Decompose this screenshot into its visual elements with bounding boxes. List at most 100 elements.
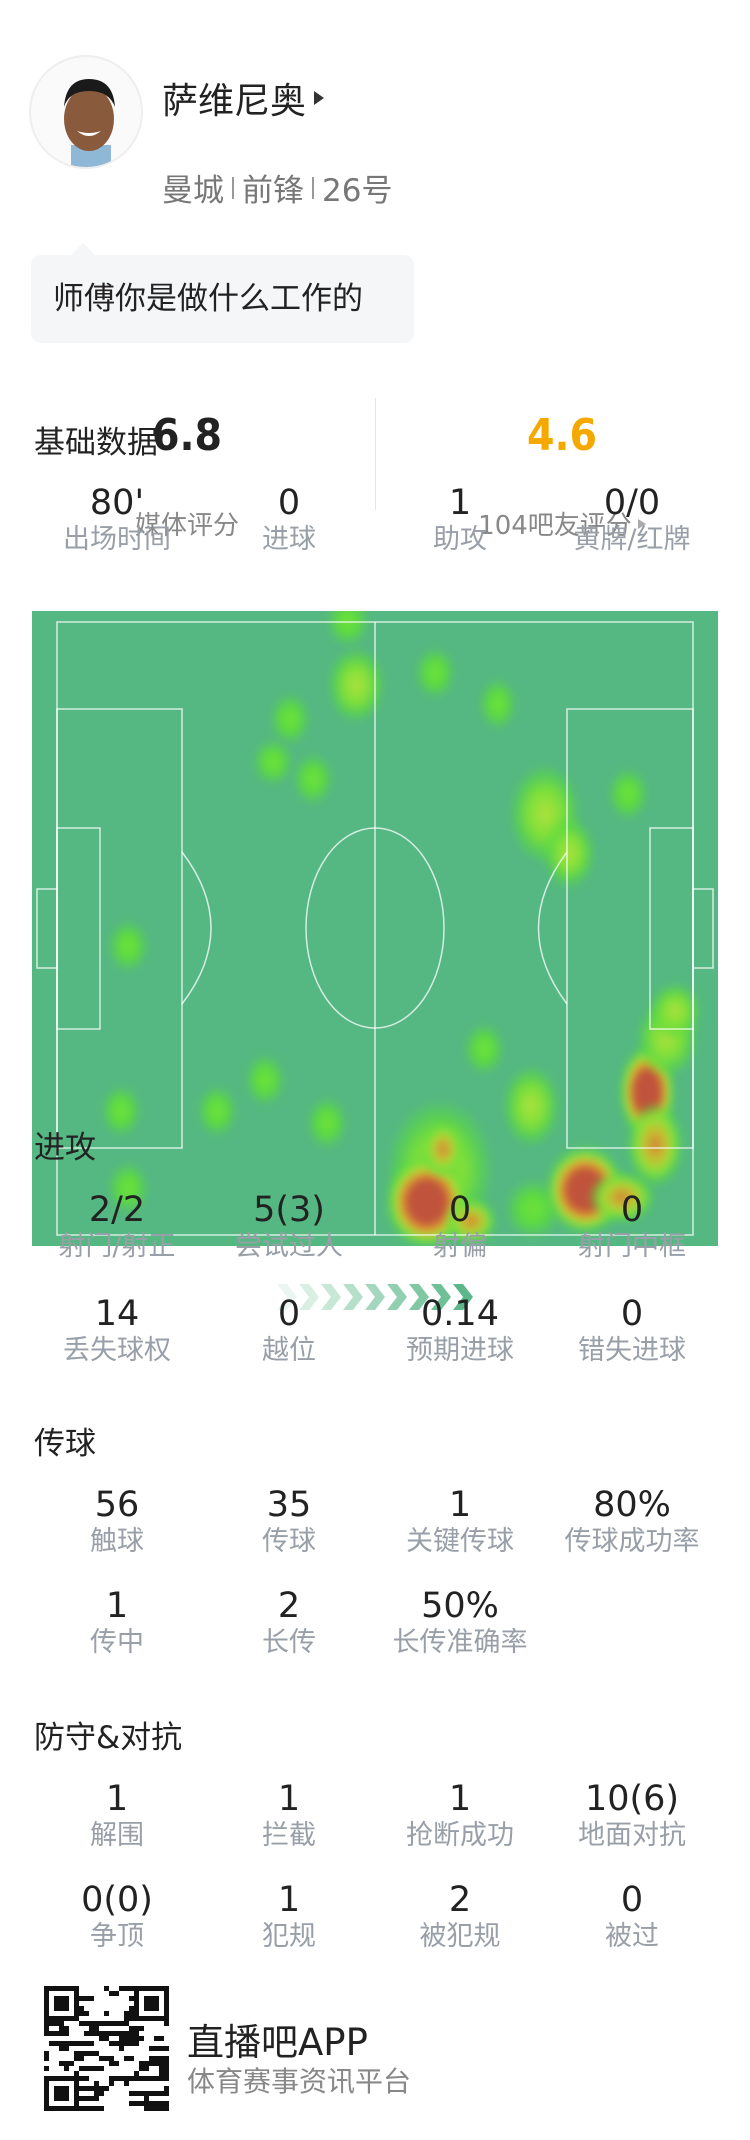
stat-item: 2/2 射门/射正 (32, 1190, 202, 1264)
media-rating: 6.8 (151, 410, 223, 461)
fan-rating-link[interactable]: 104吧友评分 (412, 505, 712, 542)
stat-item: 10(6) 地面对抗 (547, 1779, 717, 1853)
stat-label: 争顶 (90, 1921, 144, 1952)
chevron-right-icon (321, 1284, 341, 1310)
heatmap-spot (100, 1084, 142, 1138)
heatmap-spot (421, 1120, 465, 1178)
media-rating-label-text: 媒体评分 (134, 511, 239, 541)
player-name[interactable]: 萨维尼奥 (162, 72, 325, 124)
stat-item: 5(3) 尝试过人 (204, 1190, 374, 1264)
stat-item: 0.14 预期进球 (375, 1294, 545, 1368)
heatmap-spot (502, 1065, 560, 1147)
stat-value: 35 (266, 1485, 312, 1525)
stat-value: 0.14 (421, 1294, 499, 1334)
qr-code[interactable] (44, 1986, 169, 2111)
stat-item: 1 拦截 (204, 1779, 374, 1853)
stat-item: 1 助攻 (375, 483, 545, 557)
section-title-attack: 进攻 (34, 1130, 96, 1166)
media-rating-label: 媒体评分 (37, 505, 337, 542)
stat-value: 1 (448, 483, 472, 523)
stat-value: 0 (277, 483, 301, 523)
stat-item: 1 犯规 (204, 1880, 374, 1954)
heatmap-spot (463, 1022, 505, 1076)
stat-value: 0 (620, 1880, 644, 1920)
stat-item: 1 解围 (32, 1779, 202, 1853)
brand-tagline: 体育赛事资讯平台 (187, 2065, 412, 2098)
fan-rating: 4.6 (526, 410, 598, 461)
section-title-defense: 防守&对抗 (34, 1720, 183, 1756)
stat-value: 10(6) (584, 1779, 680, 1819)
attack-direction-arrows (277, 1284, 473, 1310)
stat-label: 射偏 (433, 1231, 487, 1262)
stat-label: 被过 (605, 1921, 659, 1952)
shirt-number: 26号 (322, 173, 393, 209)
chevron-right-icon (365, 1284, 385, 1310)
stat-label: 传中 (90, 1627, 144, 1658)
stat-value: 50% (421, 1586, 499, 1626)
stat-item: 0 进球 (204, 483, 374, 557)
stat-item: 80% 传球成功率 (547, 1485, 717, 1559)
stat-item: 0 射门中框 (547, 1190, 717, 1264)
stat-item: 80' 出场时间 (32, 483, 202, 557)
stat-label: 被犯规 (419, 1921, 501, 1952)
heatmap-spot (107, 919, 149, 973)
stat-label: 预期进球 (406, 1335, 514, 1366)
player-photo (64, 79, 115, 167)
section-title-basic: 基础数据 (34, 425, 158, 461)
stat-value: 2 (448, 1880, 472, 1920)
stat-value: 0 (448, 1190, 472, 1230)
stat-label: 关键传球 (406, 1526, 514, 1557)
stat-value: 80' (89, 483, 145, 523)
stat-value: 56 (94, 1485, 140, 1525)
stat-value: 14 (94, 1294, 140, 1334)
player-avatar[interactable] (29, 55, 143, 169)
stat-label: 错失进球 (578, 1335, 686, 1366)
stat-label: 解围 (90, 1820, 144, 1851)
heatmap-spot (269, 692, 311, 746)
heatmap-spot (244, 1053, 286, 1107)
chevron-right-icon (343, 1284, 363, 1310)
stat-item: 0 错失进球 (547, 1294, 717, 1368)
stat-value: 0(0) (81, 1880, 153, 1920)
stat-item: 0/0 黄牌/红牌 (547, 483, 717, 557)
chevron-right-icon (387, 1284, 407, 1310)
player-meta: 曼城 前锋 26号 (162, 165, 392, 210)
section-title-passing: 传球 (34, 1426, 96, 1462)
stat-item: 1 关键传球 (375, 1485, 545, 1559)
pitch-lines (36, 621, 714, 1236)
caret-right-icon (637, 518, 646, 529)
divider (232, 176, 234, 199)
stat-item: 2 被犯规 (375, 1880, 545, 1954)
heatmap-spot (196, 1084, 238, 1138)
comment-bubble[interactable]: 师傅你是做什么工作的 (31, 243, 414, 343)
stat-label: 尝试过人 (235, 1231, 343, 1262)
stat-label: 传球成功率 (564, 1526, 700, 1557)
rating-divider (375, 398, 376, 510)
stat-item: 0 被过 (547, 1880, 717, 1954)
stat-item: 56 触球 (32, 1485, 202, 1559)
stat-value: 1 (277, 1880, 301, 1920)
stat-item: 50% 长传准确率 (375, 1586, 545, 1660)
heatmap-pitch (32, 611, 718, 1246)
stat-label: 越位 (262, 1335, 316, 1366)
stat-item: 1 抢断成功 (375, 1779, 545, 1853)
stat-label: 触球 (90, 1526, 144, 1557)
heatmap-spot (444, 1197, 498, 1245)
stat-value: 0 (620, 1190, 644, 1230)
stat-label: 进球 (262, 524, 316, 555)
stat-item: 0(0) 争顶 (32, 1880, 202, 1954)
stat-item: 0 越位 (204, 1294, 374, 1368)
stat-value: 5(3) (253, 1190, 325, 1230)
fan-rating-label: 104吧友评分 (478, 511, 632, 541)
stat-value: 0/0 (603, 483, 661, 523)
stat-value: 0 (277, 1294, 301, 1334)
heatmap-spot (292, 752, 334, 806)
heatmap-spot (414, 646, 456, 700)
brand-name: 直播吧APP (187, 2021, 368, 2064)
heatmap-spot (107, 1161, 149, 1215)
chevron-right-icon (409, 1284, 429, 1310)
stat-item: 2 长传 (204, 1586, 374, 1660)
stat-label: 助攻 (433, 524, 487, 555)
stat-value: 1 (105, 1779, 129, 1819)
stat-label: 拦截 (262, 1820, 316, 1851)
